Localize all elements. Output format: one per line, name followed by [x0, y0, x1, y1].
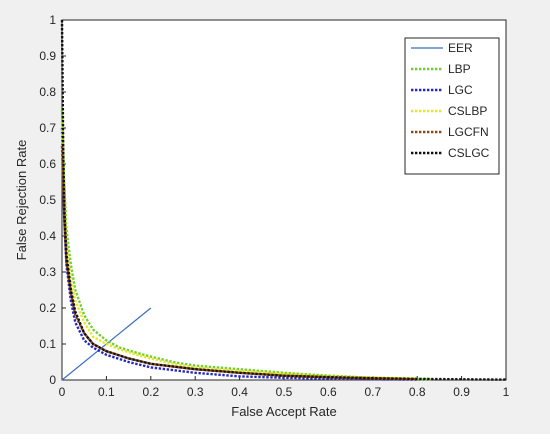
legend-box: [404, 37, 500, 175]
legend-label-cslgc: CSLGC: [448, 146, 490, 160]
series-lines: [60, 19, 507, 381]
legend-label-lbp: LBP: [448, 62, 471, 76]
series-line-lgcfn: [60, 145, 418, 381]
y-tick-label: 0: [49, 373, 56, 387]
x-tick-label: 0.5: [276, 385, 293, 399]
y-tick-label: 0.6: [39, 157, 56, 171]
x-tick-label: 0.7: [364, 385, 381, 399]
x-tick-label: 0.1: [98, 385, 115, 399]
legend: EER LBP LGC CSLBP LGCFN CSLGC: [404, 37, 500, 175]
y-axis-label: False Rejection Rate: [14, 140, 29, 261]
x-tick-label: 0.9: [453, 385, 470, 399]
series-line-cslgc: [60, 19, 507, 381]
y-tick-label: 0.8: [39, 85, 56, 99]
x-tick-label: 0.2: [142, 385, 159, 399]
y-tick-label: 1: [49, 13, 56, 27]
x-tick-label: 0.3: [187, 385, 204, 399]
y-tick-label: 0.5: [39, 193, 56, 207]
x-tick-label: 1: [503, 385, 510, 399]
x-tick-label: 0.8: [409, 385, 426, 399]
y-tick-label: 0.9: [39, 49, 56, 63]
legend-label-cslbp: CSLBP: [448, 104, 487, 118]
x-axis-label: False Accept Rate: [231, 404, 337, 419]
x-tick-label: 0: [59, 385, 66, 399]
series-line-lgc: [60, 127, 418, 381]
y-tick-label: 0.7: [39, 121, 56, 135]
axis-ticks: 0 0.1 0.2 0.3 0.4 0.5 0.6 0.7 0.8 0.9 1 0 0.1 0.2 0.3 0…: [39, 13, 509, 399]
legend-label-lgc: LGC: [448, 83, 473, 97]
y-tick-label: 0.4: [39, 229, 56, 243]
legend-label-lgcfn: LGCFN: [448, 125, 489, 139]
x-tick-label: 0.4: [231, 385, 248, 399]
y-tick-label: 0.2: [39, 301, 56, 315]
y-tick-label: 0.1: [39, 337, 56, 351]
x-tick-label: 0.6: [320, 385, 337, 399]
y-tick-label: 0.3: [39, 265, 56, 279]
legend-label-eer: EER: [448, 41, 473, 55]
